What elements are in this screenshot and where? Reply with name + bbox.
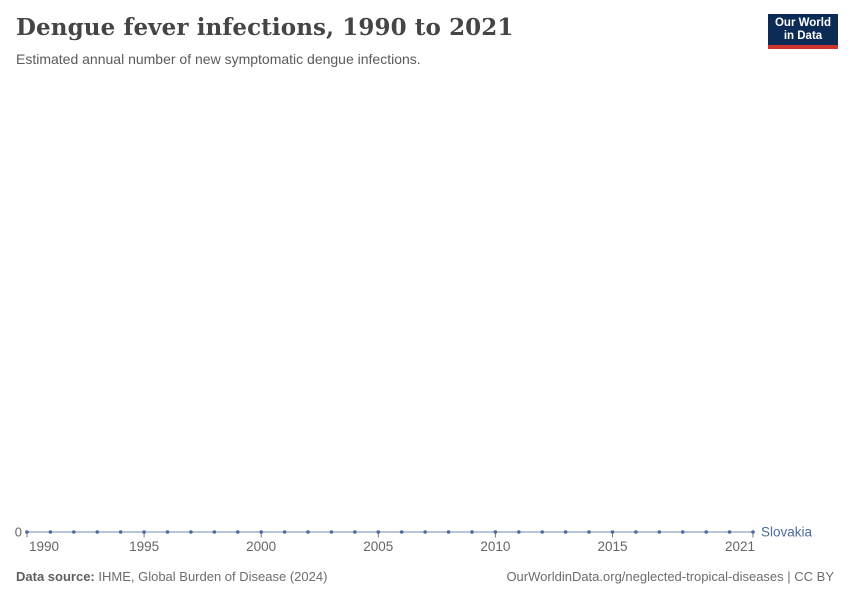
data-point[interactable] [142,530,146,534]
footer-source-label: Data source: [16,569,95,584]
data-point[interactable] [306,530,310,534]
data-point[interactable] [610,530,615,534]
x-tick-label: 2000 [246,539,276,554]
footer-source-text: IHME, Global Burden of Disease (2024) [94,569,328,584]
data-point[interactable] [634,530,638,534]
data-point[interactable] [563,530,568,534]
x-tick-label: 1990 [29,539,59,554]
x-tick-label: 2010 [480,539,510,554]
data-point[interactable] [399,530,404,534]
data-point[interactable] [25,530,29,534]
footer-link[interactable]: OurWorldinData.org/neglected-tropical-di… [506,569,834,584]
data-point[interactable] [751,530,755,534]
data-point[interactable] [189,530,193,534]
chart-subtitle: Estimated annual number of new symptomat… [16,50,421,67]
data-point[interactable] [329,530,334,534]
footer-source: Data source: IHME, Global Burden of Dise… [16,569,327,584]
data-point[interactable] [282,530,287,534]
data-point[interactable] [118,530,123,534]
data-point[interactable] [95,530,100,534]
data-point[interactable] [727,530,732,534]
data-point[interactable] [493,530,498,534]
data-point[interactable] [72,530,76,534]
data-point[interactable] [587,530,591,534]
data-point[interactable] [165,530,170,534]
data-point[interactable] [235,530,240,534]
data-point[interactable] [470,530,474,534]
owid-logo-line2: in Data [783,29,823,42]
x-tick-label: 2005 [363,539,393,554]
data-point[interactable] [48,530,53,534]
data-point[interactable] [704,530,708,534]
data-point[interactable] [376,530,381,534]
x-tick-label: 2015 [597,539,627,554]
data-point[interactable] [517,530,521,534]
data-point[interactable] [259,530,263,534]
data-point[interactable] [212,530,217,534]
data-point[interactable] [540,530,545,534]
data-point[interactable] [423,530,427,534]
chart-footer: Data source: IHME, Global Burden of Dise… [16,569,834,584]
chart-title: Dengue fever infections, 1990 to 2021 [16,14,514,41]
x-tick-label: 2021 [725,539,755,554]
owid-logo-line1: Our World [774,16,831,29]
owid-logo[interactable]: Our World in Data [768,14,838,49]
y-tick-label: 0 [15,525,22,540]
data-point[interactable] [680,530,685,534]
entity-label: Slovakia [761,525,813,540]
chart-header: Dengue fever infections, 1990 to 2021 Es… [16,13,750,68]
data-point[interactable] [353,530,357,534]
x-tick-label: 1995 [129,539,159,554]
data-point[interactable] [446,530,451,534]
data-point[interactable] [657,530,662,534]
